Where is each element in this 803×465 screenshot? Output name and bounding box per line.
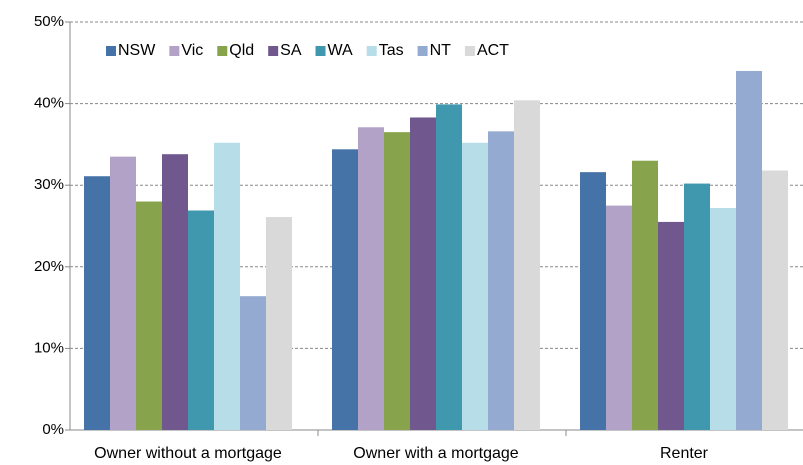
legend-swatch — [417, 46, 428, 56]
legend-swatch — [217, 46, 228, 56]
bar — [436, 104, 462, 430]
bar — [606, 205, 632, 430]
x-tick-label: Owner without a mortgage — [94, 445, 282, 462]
bar — [410, 117, 436, 431]
bar — [358, 127, 384, 430]
bar — [384, 132, 410, 430]
y-tick-label: 30% — [34, 176, 64, 193]
bar — [136, 201, 162, 430]
x-tick-label: Renter — [660, 445, 709, 462]
y-tick-label: 10% — [34, 339, 64, 356]
bar — [684, 183, 710, 430]
legend-label: Tas — [379, 42, 404, 59]
bar — [488, 131, 514, 430]
legend-label: NT — [430, 42, 452, 59]
bar — [214, 142, 240, 430]
x-tick-label: Owner with a mortgage — [353, 445, 519, 462]
bar — [462, 142, 488, 430]
legend-label: SA — [280, 42, 302, 59]
legend-swatch — [106, 46, 116, 56]
y-tick-label: 0% — [42, 421, 64, 438]
legend-label: Qld — [229, 42, 254, 59]
bar — [736, 70, 762, 431]
bar — [332, 149, 358, 430]
bar — [762, 170, 788, 430]
y-tick-label: 40% — [34, 95, 64, 112]
bar — [188, 210, 214, 430]
legend-swatch — [315, 46, 326, 56]
bar — [514, 100, 540, 430]
bar — [110, 156, 136, 430]
bar — [580, 172, 606, 431]
y-tick-label: 20% — [34, 258, 64, 275]
legend-swatch — [169, 46, 180, 56]
legend-label: WA — [328, 42, 354, 59]
bar — [240, 296, 266, 430]
bar — [632, 160, 658, 430]
legend-label: Vic — [181, 42, 203, 59]
bar — [162, 154, 188, 430]
legend-label: ACT — [477, 42, 509, 59]
y-tick-label: 50% — [34, 13, 64, 30]
legend-label: NSW — [118, 42, 156, 59]
legend-swatch — [366, 46, 377, 56]
bar — [266, 217, 292, 430]
bar — [84, 176, 110, 430]
legend-swatch — [464, 46, 475, 56]
bar — [658, 221, 684, 430]
bar — [710, 208, 736, 430]
legend-swatch — [268, 46, 279, 56]
